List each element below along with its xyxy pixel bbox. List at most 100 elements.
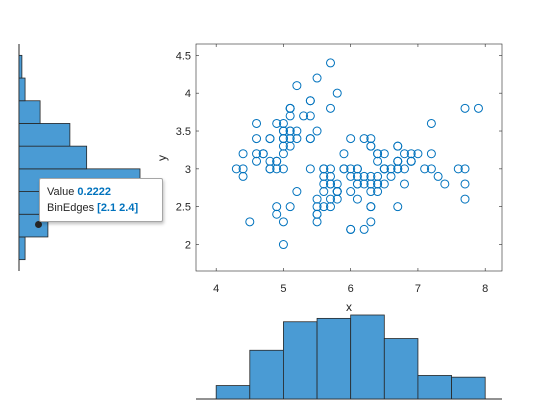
scatter-point (460, 179, 470, 189)
y-tick-label: 4 (185, 88, 191, 100)
scatter-point (258, 149, 268, 159)
scatter-point (305, 134, 315, 144)
x-tick-label: 8 (482, 283, 488, 295)
scatter-point (292, 81, 302, 91)
scatter-point (399, 179, 409, 189)
datatip-marker[interactable] (35, 221, 42, 228)
scatter-point (326, 58, 336, 68)
x-tick-label: 7 (415, 283, 421, 295)
datatip-value: 0.2222 (77, 186, 112, 198)
scatter-point (319, 202, 329, 212)
scatter-point (366, 202, 376, 212)
scatter-point (292, 187, 302, 197)
scatter-point (346, 187, 356, 197)
datatip-edges-row: BinEdges [2.1 2.4] (47, 200, 162, 216)
scatter-point (453, 164, 463, 174)
datatip-value-label: Value (47, 186, 75, 198)
y-tick-label: 3 (185, 164, 191, 176)
scatter-point (332, 88, 342, 98)
scatter-point (305, 164, 315, 174)
x-histogram-bar[interactable] (249, 349, 284, 400)
x-histogram-bar[interactable] (316, 317, 352, 400)
scatter-point (460, 103, 470, 113)
scatter-point (399, 164, 409, 174)
x-histogram-bar[interactable] (451, 376, 486, 400)
scatter-point (352, 194, 362, 204)
scatter-point (379, 149, 389, 159)
scatter-point (406, 156, 416, 166)
datatip: Value 0.2222 BinEdges [2.1 2.4] (39, 178, 163, 222)
scatter-point (379, 179, 389, 189)
x-histogram-bar[interactable] (350, 314, 385, 400)
scatter-point (326, 179, 336, 189)
scatter-point (312, 194, 322, 204)
scatter-point (292, 134, 302, 144)
x-histogram-bar[interactable] (283, 321, 318, 400)
x-histogram-bar[interactable] (215, 385, 251, 400)
scatter-point (272, 156, 282, 166)
scatter-point (359, 224, 369, 234)
scatter-point (299, 111, 309, 121)
scatter-point (252, 118, 262, 128)
y-histogram-bars (18, 54, 141, 261)
scatter-point (352, 164, 362, 174)
scatter-point (278, 126, 288, 136)
scatter-point (272, 202, 282, 212)
scatter-point (426, 164, 436, 174)
y-tick-label: 4.5 (176, 50, 191, 62)
y-histogram-bar[interactable] (18, 145, 88, 170)
scatter-point (426, 118, 436, 128)
scatter-point (339, 149, 349, 159)
scatter-point (460, 164, 470, 174)
scatter-point (352, 179, 362, 189)
y-histogram-bar[interactable] (18, 123, 71, 147)
x-histogram-bar[interactable] (417, 375, 452, 400)
x-axis-label: x (346, 300, 352, 314)
y-histogram-bar[interactable] (18, 236, 26, 261)
scatter-point (359, 179, 369, 189)
x-tick-label: 6 (348, 283, 354, 295)
scatter-point (278, 164, 288, 174)
scatter-point (373, 179, 383, 189)
x-tick-label: 5 (280, 283, 286, 295)
scatter-point (366, 179, 376, 189)
x-histogram-bar[interactable] (383, 338, 419, 400)
x-axis-ticks: 4 5 6 7 8 (213, 44, 488, 295)
scatter-point (346, 134, 356, 144)
scatter-point (278, 141, 288, 151)
y-histogram[interactable] (18, 44, 141, 271)
scatter-point (285, 134, 295, 144)
scatter-point (346, 164, 356, 174)
scatter-point (366, 217, 376, 227)
scatter-point (238, 149, 248, 159)
scatter-point (460, 194, 470, 204)
scatter-point (366, 134, 376, 144)
scatter-point (420, 164, 430, 174)
scatter-point (245, 217, 255, 227)
scatter-point (238, 164, 248, 174)
y-histogram-bar[interactable] (18, 100, 41, 124)
x-histogram[interactable] (196, 314, 502, 400)
scatter-point (252, 149, 262, 159)
scatter-point (305, 111, 315, 121)
scatter-point (265, 134, 275, 144)
scatter-point (426, 149, 436, 159)
y-axis-ticks: 2 2.5 3 3.5 4 4.5 (176, 50, 502, 252)
scatter-point (393, 141, 403, 151)
datatip-value-row: Value 0.2222 (47, 184, 162, 200)
scatter-point (285, 103, 295, 113)
datatip-edges: [2.1 2.4] (97, 202, 139, 214)
scatter-point (393, 164, 403, 174)
scatter-point (346, 224, 356, 234)
y-tick-label: 3.5 (176, 126, 191, 138)
scatter-point (252, 134, 262, 144)
scatter-point (440, 179, 450, 189)
scatter-point (473, 103, 483, 113)
scatter-point (265, 164, 275, 174)
y-histogram-bar[interactable] (18, 77, 26, 102)
scatter-point (373, 156, 383, 166)
y-histogram-bar[interactable] (18, 54, 23, 79)
x-histogram-bars (215, 314, 486, 400)
scatter-axes[interactable]: 4 5 6 7 8 2 2.5 3 3.5 4 4.5 x y (155, 43, 503, 314)
